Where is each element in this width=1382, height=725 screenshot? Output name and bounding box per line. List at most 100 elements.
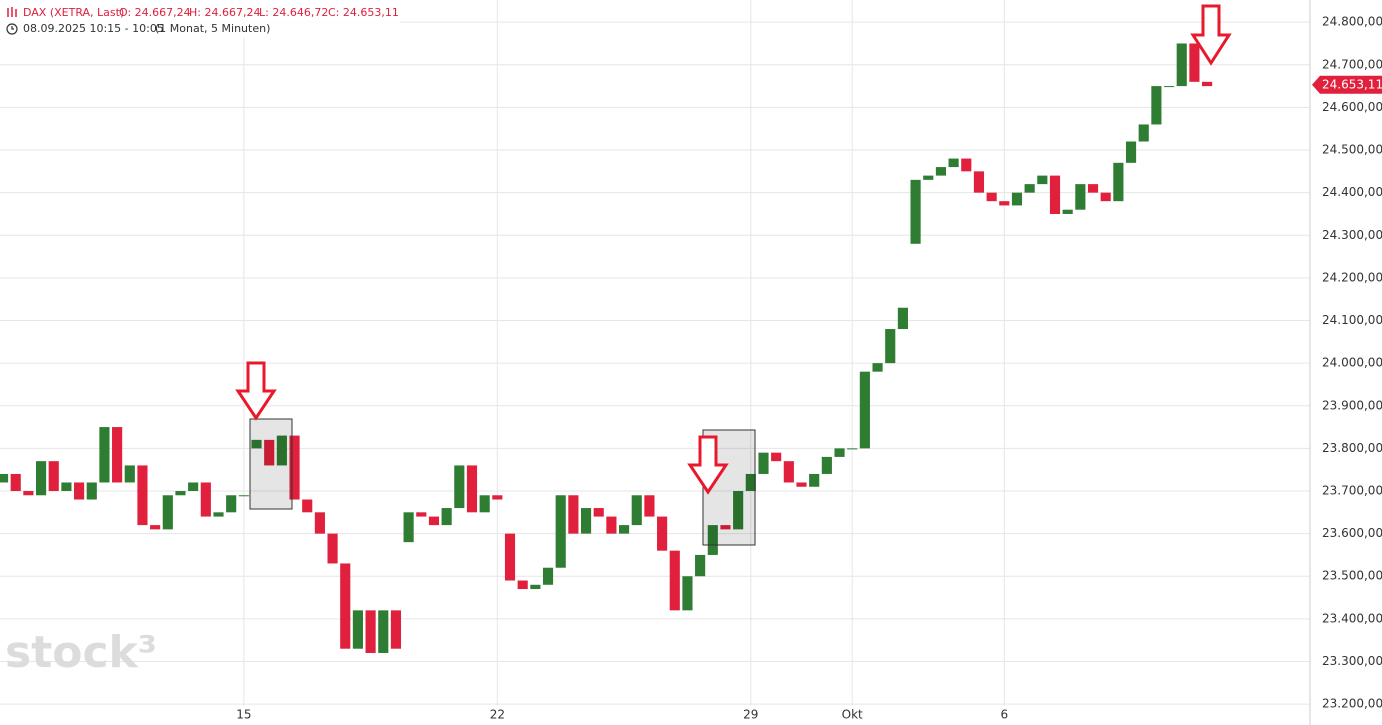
candle [74, 482, 85, 500]
candle [302, 499, 313, 513]
candle [1075, 184, 1086, 210]
candle [340, 563, 351, 649]
ohlc-low: L: 24.646,72 [259, 6, 328, 19]
y-tick-label: 23.900,00 [1322, 398, 1382, 412]
period: 08.09.2025 10:15 - 10:05 [23, 22, 164, 35]
candle [314, 512, 325, 534]
candle [327, 533, 338, 564]
y-tick-label: 24.000,00 [1322, 356, 1382, 370]
candle [35, 461, 47, 496]
symbol-icon [7, 7, 17, 17]
x-tick-label: 6 [1000, 708, 1008, 722]
candle [162, 495, 173, 530]
candle [10, 473, 21, 492]
ohlc-close: C: 24.653,11 [328, 6, 399, 19]
candle [530, 584, 541, 590]
candle [112, 427, 123, 483]
candle [783, 461, 794, 483]
candle [580, 508, 592, 534]
candle [682, 576, 693, 611]
candle [821, 456, 832, 474]
candle [466, 465, 478, 513]
candle [1011, 192, 1023, 206]
candle [593, 508, 604, 517]
candle [834, 448, 845, 457]
candle [0, 473, 9, 483]
candle [403, 512, 414, 543]
header-bg [0, 0, 400, 38]
candle [885, 329, 896, 364]
candle [1113, 162, 1124, 202]
x-tick-label: Okt [842, 708, 863, 722]
interval: (1 Monat, 5 Minuten) [155, 22, 270, 35]
candle [619, 525, 630, 534]
candle [758, 452, 769, 474]
y-tick-label: 24.700,00 [1322, 57, 1382, 71]
candle [137, 465, 148, 526]
candle [352, 610, 363, 649]
clock-hand [11, 26, 14, 30]
arrow [235, 361, 277, 421]
last-price-tag [1312, 75, 1382, 94]
candle [1151, 86, 1162, 125]
y-tick-label: 24.800,00 [1322, 15, 1382, 29]
candle [542, 567, 554, 585]
grid [0, 0, 1310, 706]
candle [188, 482, 199, 492]
arrow [1190, 4, 1232, 66]
y-tick-label: 24.500,00 [1322, 143, 1382, 157]
symbol: DAX (XETRA, Last) [23, 6, 124, 19]
candle [61, 482, 72, 492]
candle [504, 533, 516, 581]
candle [859, 371, 870, 449]
candle [568, 495, 579, 534]
candle [973, 171, 985, 193]
candle [200, 482, 211, 517]
candle [961, 158, 972, 172]
candle [492, 495, 503, 500]
candle [390, 610, 402, 649]
candle [910, 179, 921, 244]
candle [416, 512, 427, 517]
candle [796, 482, 807, 487]
x-tick-label: 22 [490, 708, 505, 722]
candle [86, 482, 97, 500]
candle [99, 427, 110, 483]
candle [1049, 175, 1061, 214]
candle [707, 525, 718, 555]
y-tick-label: 23.500,00 [1322, 569, 1382, 583]
candle [1100, 192, 1111, 202]
ohlc-high: H: 24.667,24 [189, 6, 260, 19]
candle [771, 452, 782, 462]
watermark: stock³ [5, 627, 157, 678]
y-tick-label: 23.400,00 [1322, 611, 1382, 625]
candle [631, 495, 642, 526]
y-tick-label: 24.200,00 [1322, 270, 1382, 284]
candle [48, 461, 59, 492]
candle [175, 491, 186, 496]
candle [1138, 124, 1149, 142]
y-tick-label: 23.800,00 [1322, 441, 1382, 455]
candle [999, 201, 1010, 206]
candle [669, 550, 680, 611]
candle [251, 439, 262, 449]
candle [872, 363, 883, 372]
candle [1087, 184, 1099, 193]
x-tick-label: 15 [236, 708, 251, 722]
candle [1037, 175, 1048, 185]
candle [276, 435, 287, 466]
clock-icon [6, 23, 18, 35]
y-tick-label: 23.700,00 [1322, 484, 1382, 498]
candle [428, 516, 440, 526]
candle [378, 610, 389, 653]
candle [238, 495, 249, 497]
candle [745, 473, 756, 492]
candle [264, 439, 275, 466]
y-tick-label: 23.600,00 [1322, 526, 1382, 540]
candle [226, 495, 237, 513]
y-tick-label: 23.300,00 [1322, 654, 1382, 668]
candle [555, 495, 566, 568]
last-price-label: 24.653,11 [1322, 77, 1382, 91]
candle [1163, 86, 1175, 88]
